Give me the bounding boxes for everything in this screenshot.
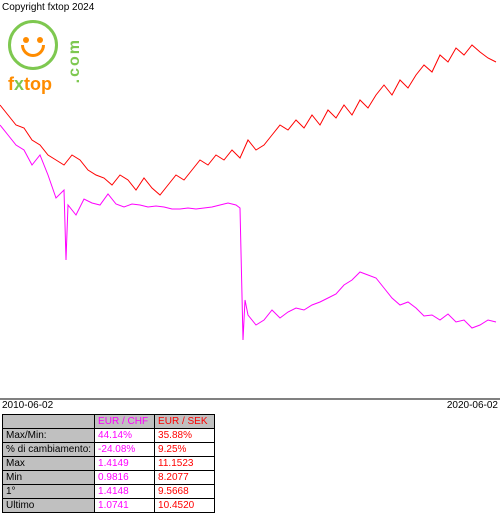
currency-stats-table: EUR / CHF EUR / SEK Max/Min:44.14%35.88%…: [2, 414, 215, 513]
row-label: % di cambiamento:: [3, 443, 95, 457]
cell-eur-sek: 8.2077: [155, 471, 215, 485]
row-label: 1°: [3, 485, 95, 499]
cell-eur-chf: 44.14%: [95, 429, 155, 443]
row-label: Ultimo: [3, 499, 95, 513]
cell-eur-sek: 11.1523: [155, 457, 215, 471]
table-row: Max/Min:44.14%35.88%: [3, 429, 215, 443]
header-eur-sek: EUR / SEK: [155, 415, 215, 429]
header-eur-chf: EUR / CHF: [95, 415, 155, 429]
cell-eur-sek: 9.25%: [155, 443, 215, 457]
table-row: Ultimo1.074110.4520: [3, 499, 215, 513]
table-row: 1°1.41489.5668: [3, 485, 215, 499]
table-row: Max1.414911.1523: [3, 457, 215, 471]
cell-eur-chf: 0.9816: [95, 471, 155, 485]
cell-eur-chf: 1.4149: [95, 457, 155, 471]
eur-sek-line: [0, 45, 496, 195]
table-row: Min0.98168.2077: [3, 471, 215, 485]
row-label: Max: [3, 457, 95, 471]
row-label: Min: [3, 471, 95, 485]
x-axis-start-label: 2010-06-02: [2, 400, 53, 411]
cell-eur-chf: 1.0741: [95, 499, 155, 513]
cell-eur-chf: 1.4148: [95, 485, 155, 499]
currency-line-chart: [0, 0, 500, 400]
header-blank: [3, 415, 95, 429]
table-row: % di cambiamento:-24.08%9.25%: [3, 443, 215, 457]
table-header-row: EUR / CHF EUR / SEK: [3, 415, 215, 429]
cell-eur-chf: -24.08%: [95, 443, 155, 457]
cell-eur-sek: 9.5668: [155, 485, 215, 499]
x-axis-end-label: 2020-06-02: [447, 400, 498, 411]
cell-eur-sek: 35.88%: [155, 429, 215, 443]
row-label: Max/Min:: [3, 429, 95, 443]
eur-chf-line: [0, 125, 496, 340]
cell-eur-sek: 10.4520: [155, 499, 215, 513]
